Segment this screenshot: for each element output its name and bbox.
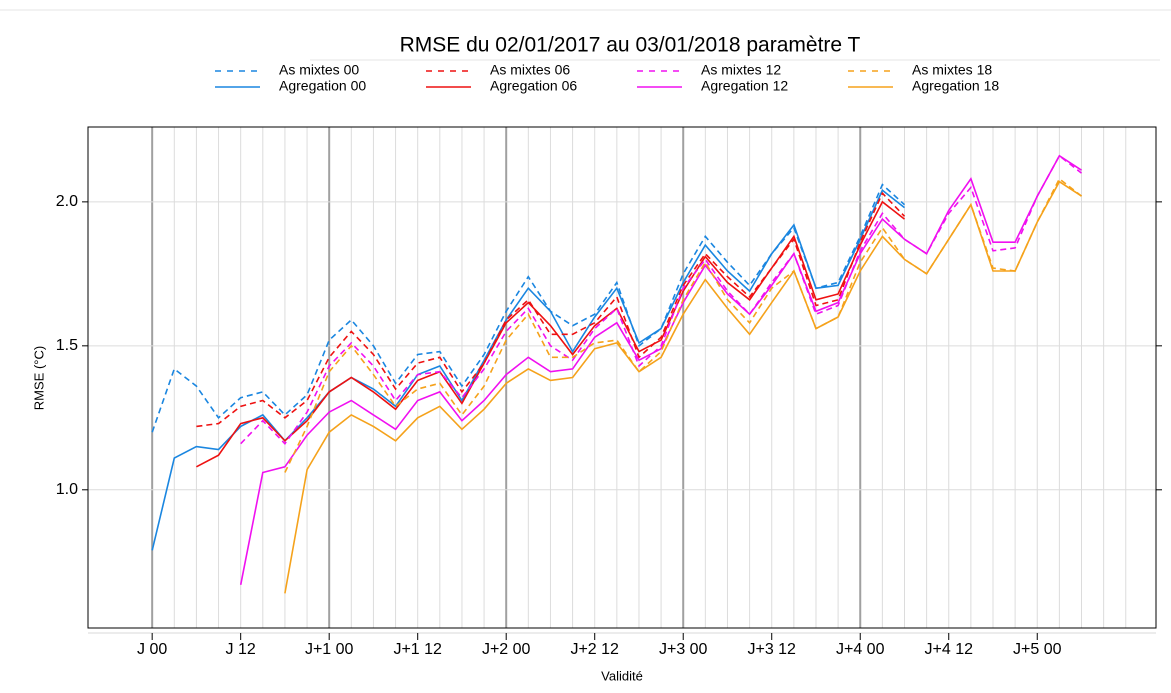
legend-label: Agregation 12 — [701, 78, 788, 94]
x-tick-label: J+1 12 — [393, 641, 442, 658]
chart-title: RMSE du 02/01/2017 au 03/01/2018 paramèt… — [400, 34, 861, 57]
x-tick-label: J+4 00 — [836, 641, 885, 658]
x-tick-label: J+4 12 — [925, 641, 974, 658]
legend-label: As mixtes 18 — [912, 62, 992, 78]
legend-label: Agregation 06 — [490, 78, 577, 94]
series-line — [240, 154, 1082, 445]
legend-label: As mixtes 00 — [279, 62, 359, 78]
series-line — [239, 154, 1082, 585]
x-tick-label: J 12 — [226, 641, 256, 658]
y-tick-label: 1.5 — [56, 337, 78, 354]
x-tick-label: J+2 00 — [482, 641, 531, 658]
y-tick-label: 2.0 — [56, 193, 78, 210]
x-tick-label: J+2 12 — [570, 641, 619, 658]
legend-label: As mixtes 12 — [701, 62, 781, 78]
series-line — [196, 191, 906, 428]
series-line — [151, 183, 906, 433]
legend-label: As mixtes 06 — [490, 62, 570, 78]
legend-label: Agregation 18 — [912, 78, 999, 94]
series-line — [284, 180, 1082, 594]
y-tick-label: 1.0 — [56, 481, 78, 498]
x-tick-label: J+5 00 — [1013, 641, 1062, 658]
x-tick-label: J 00 — [137, 641, 167, 658]
x-axis-label: Validité — [601, 668, 643, 683]
series-line — [196, 200, 905, 468]
x-tick-label: J+1 00 — [305, 641, 354, 658]
x-tick-label: J+3 12 — [747, 641, 796, 658]
y-axis-label: RMSE (°C) — [31, 346, 46, 410]
legend-label: Agregation 00 — [279, 78, 366, 94]
x-tick-label: J+3 00 — [659, 641, 708, 658]
plot-frame — [87, 126, 1157, 629]
